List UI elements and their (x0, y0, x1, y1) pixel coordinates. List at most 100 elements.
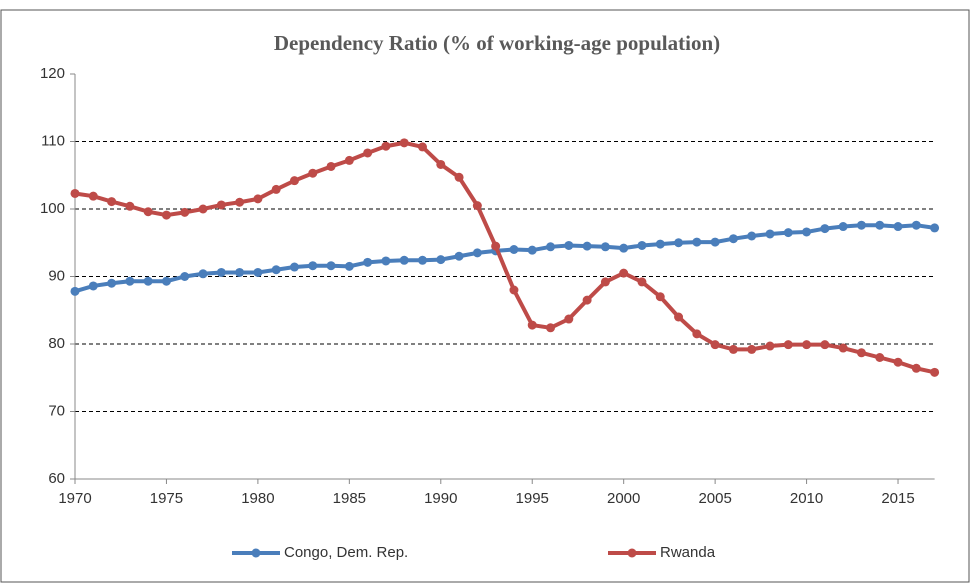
data-point (399, 138, 409, 148)
data-point (70, 188, 80, 198)
data-point (107, 278, 117, 288)
y-tick-label: 100 (40, 200, 65, 217)
data-point (747, 231, 757, 241)
x-tick-label: 2015 (881, 490, 914, 507)
data-point (527, 245, 537, 255)
x-tick-label: 1975 (150, 490, 183, 507)
data-point (308, 168, 318, 178)
data-point (308, 261, 318, 271)
data-point (143, 276, 153, 286)
data-point (253, 267, 263, 277)
data-point (143, 207, 153, 217)
x-tick-label: 1980 (241, 490, 274, 507)
data-point (802, 227, 812, 237)
data-point (509, 285, 519, 295)
data-point (216, 267, 226, 277)
legend-marker (627, 548, 637, 558)
data-point (88, 191, 98, 201)
data-point (161, 210, 171, 220)
data-point (198, 269, 208, 279)
data-point (546, 242, 556, 252)
data-point (820, 340, 830, 350)
data-point (856, 220, 866, 230)
data-point (344, 261, 354, 271)
data-point (582, 241, 592, 251)
data-point (655, 239, 665, 249)
data-point (125, 276, 135, 286)
data-point (582, 295, 592, 305)
data-point (619, 268, 629, 278)
data-point (783, 228, 793, 238)
data-point (893, 222, 903, 232)
x-tick-label: 1995 (516, 490, 549, 507)
legend-marker (251, 548, 261, 558)
data-point (326, 261, 336, 271)
y-tick-label: 120 (40, 65, 65, 82)
y-tick-label: 110 (41, 132, 65, 149)
data-point (600, 242, 610, 252)
y-tick-label: 90 (48, 267, 65, 284)
data-point (472, 248, 482, 258)
data-point (180, 272, 190, 281)
y-tick-label: 80 (48, 335, 65, 352)
data-point (911, 363, 921, 373)
x-tick-label: 1990 (424, 490, 457, 507)
data-point (107, 197, 117, 207)
data-point (436, 255, 446, 265)
data-point (710, 237, 720, 247)
data-point (600, 277, 610, 287)
data-point (637, 277, 647, 287)
data-point (619, 243, 629, 253)
data-point (875, 353, 885, 362)
data-point (546, 323, 556, 333)
data-point (564, 240, 574, 250)
data-point (930, 223, 940, 233)
data-point (125, 201, 135, 211)
chart-title: Dependency Ratio (% of working-age popul… (274, 31, 720, 55)
data-point (381, 256, 391, 266)
data-point (856, 348, 866, 358)
data-point (728, 234, 738, 244)
data-point (198, 204, 208, 214)
legend-label: Rwanda (660, 544, 716, 561)
data-point (88, 281, 98, 291)
x-tick-label: 2000 (607, 490, 640, 507)
data-point (417, 142, 427, 152)
x-tick-label: 1970 (58, 490, 91, 507)
data-point (161, 276, 171, 286)
data-point (454, 172, 464, 182)
data-point (710, 340, 720, 350)
data-point (674, 312, 684, 322)
data-point (235, 267, 245, 277)
data-point (509, 245, 519, 254)
data-point (289, 176, 299, 186)
data-point (820, 224, 830, 234)
y-tick-label: 60 (48, 470, 65, 487)
data-point (765, 341, 775, 351)
data-point (363, 148, 373, 158)
data-point (692, 329, 702, 339)
data-point (216, 200, 226, 210)
data-point (363, 257, 373, 267)
data-point (180, 207, 190, 217)
data-point (838, 343, 848, 353)
data-point (399, 255, 409, 265)
data-point (728, 344, 738, 354)
data-point (344, 155, 354, 165)
data-point (930, 367, 940, 377)
data-point (70, 286, 80, 296)
data-point (235, 197, 245, 207)
data-point (454, 251, 464, 261)
legend-label: Congo, Dem. Rep. (284, 544, 408, 561)
data-point (783, 340, 793, 350)
data-point (271, 184, 281, 194)
data-point (417, 255, 427, 265)
data-point (381, 141, 391, 151)
data-point (893, 357, 903, 367)
data-point (289, 262, 299, 272)
data-point (491, 241, 501, 251)
data-point (564, 314, 574, 324)
data-point (637, 240, 647, 250)
data-point (838, 222, 848, 232)
